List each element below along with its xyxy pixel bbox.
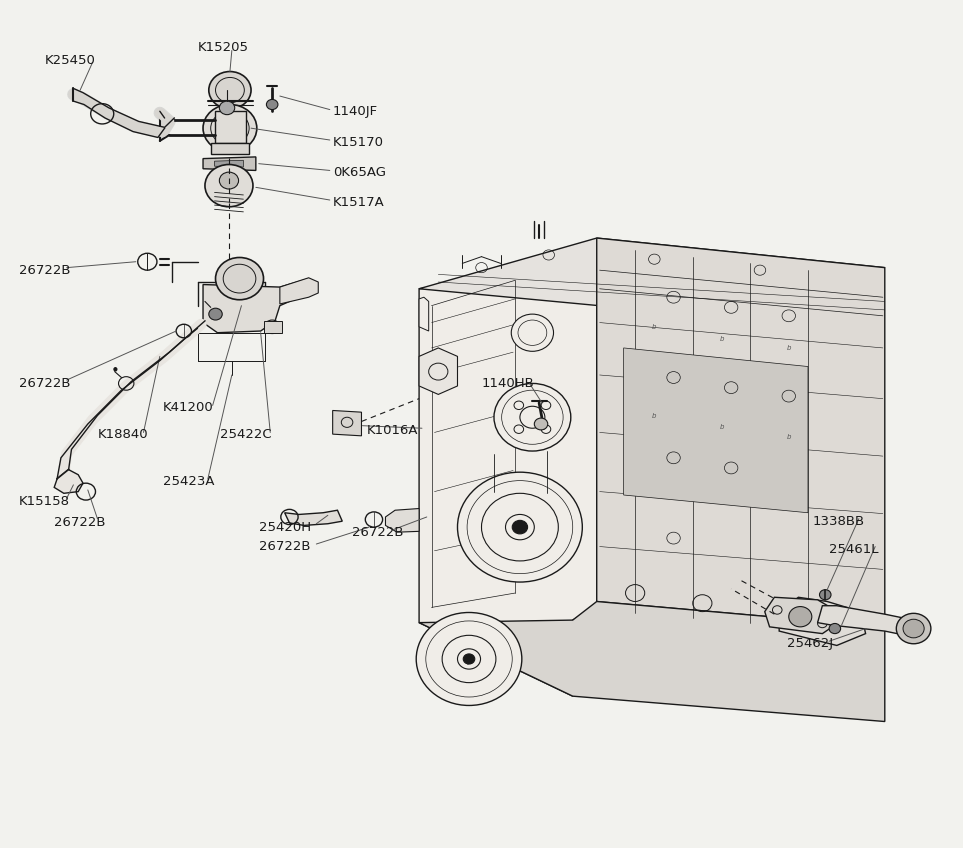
Circle shape [209, 308, 222, 320]
Text: K1016A: K1016A [366, 424, 418, 438]
Polygon shape [285, 510, 342, 526]
Circle shape [829, 623, 841, 633]
Text: 26722B: 26722B [18, 377, 70, 390]
Text: b: b [652, 324, 657, 330]
Circle shape [209, 71, 251, 109]
Text: 25461L: 25461L [829, 543, 878, 555]
Text: K41200: K41200 [163, 400, 214, 414]
Text: 26722B: 26722B [351, 526, 403, 538]
Polygon shape [203, 157, 256, 170]
Polygon shape [54, 470, 83, 494]
Circle shape [457, 649, 481, 669]
Polygon shape [211, 143, 249, 153]
Polygon shape [332, 410, 361, 436]
Text: K15158: K15158 [18, 495, 69, 508]
Circle shape [463, 654, 475, 664]
Circle shape [220, 101, 235, 114]
Text: ●: ● [113, 366, 117, 371]
Text: p: p [467, 660, 471, 666]
Polygon shape [280, 278, 318, 304]
Text: K15205: K15205 [198, 42, 249, 54]
Circle shape [534, 418, 548, 430]
Text: 1140JF: 1140JF [332, 105, 377, 118]
Circle shape [820, 589, 831, 600]
Circle shape [220, 172, 239, 189]
Polygon shape [597, 238, 885, 627]
Text: b: b [787, 433, 791, 439]
Circle shape [494, 383, 571, 451]
Polygon shape [624, 348, 808, 513]
Polygon shape [419, 238, 885, 315]
Circle shape [267, 99, 278, 109]
Text: K25450: K25450 [44, 54, 95, 67]
Text: K15170: K15170 [332, 136, 383, 149]
Circle shape [511, 314, 554, 351]
Polygon shape [215, 111, 247, 143]
Polygon shape [419, 601, 885, 722]
Text: 25423A: 25423A [163, 475, 214, 488]
Text: 0K65AG: 0K65AG [332, 166, 385, 180]
Text: b: b [787, 345, 791, 351]
Text: 26722B: 26722B [54, 516, 106, 529]
Circle shape [205, 165, 253, 207]
Polygon shape [385, 509, 419, 533]
Text: K1517A: K1517A [332, 196, 384, 209]
Text: 25420H: 25420H [259, 521, 311, 533]
Text: 1338BB: 1338BB [813, 515, 865, 527]
Circle shape [897, 613, 931, 644]
Polygon shape [779, 597, 866, 645]
Text: 1140HB: 1140HB [482, 377, 534, 390]
Circle shape [789, 606, 812, 627]
Polygon shape [203, 279, 309, 332]
Circle shape [216, 258, 264, 299]
Circle shape [903, 619, 924, 638]
Polygon shape [818, 605, 919, 637]
Circle shape [506, 515, 534, 540]
Text: b: b [719, 423, 724, 430]
Polygon shape [419, 297, 429, 331]
Text: 26722B: 26722B [18, 264, 70, 276]
Polygon shape [419, 264, 597, 696]
Polygon shape [265, 321, 282, 332]
Text: b: b [719, 337, 724, 343]
Circle shape [203, 104, 257, 152]
Text: 25422C: 25422C [221, 428, 272, 442]
Polygon shape [419, 348, 457, 394]
Circle shape [457, 472, 583, 582]
Text: b: b [652, 412, 657, 419]
Text: 26722B: 26722B [259, 540, 310, 553]
Text: 25462J: 25462J [787, 637, 833, 650]
Text: K18840: K18840 [97, 428, 148, 442]
Circle shape [416, 612, 522, 706]
Circle shape [512, 521, 528, 534]
Polygon shape [215, 160, 244, 167]
Polygon shape [765, 597, 835, 633]
